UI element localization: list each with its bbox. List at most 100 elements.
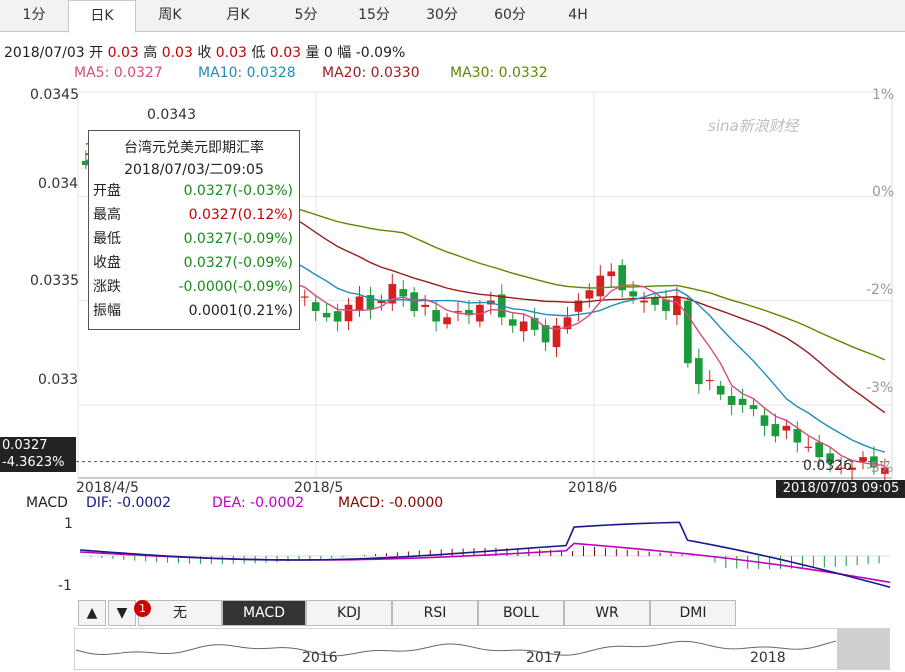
candle-body — [344, 304, 353, 322]
tooltip-row: 收盘 0.0327(-0.09%) — [89, 251, 299, 275]
candle-body — [300, 296, 309, 298]
tooltip-row-value: -0.0000(-0.09%) — [178, 279, 294, 295]
candle-body — [859, 457, 867, 462]
high-label: 高 — [143, 45, 158, 61]
tooltip-row-value: 0.0327(-0.03%) — [183, 183, 293, 199]
candle-body — [563, 317, 572, 330]
tooltip-row-value: 0.0001(0.21%) — [188, 303, 293, 319]
y-tick-label: 0.034 — [38, 176, 79, 192]
candle-body — [311, 302, 320, 312]
candle-body — [421, 304, 429, 308]
indicator-toolbar: ▲ ▼ 无 MACD KDJ RSI BOLL WR DMI — [78, 600, 736, 626]
range-navigator[interactable] — [74, 628, 890, 670]
candle-body — [727, 395, 736, 405]
pct-tick-label: -2% — [866, 282, 894, 298]
tab-period[interactable]: 30分 — [426, 7, 458, 23]
y-tick-label: 0.033 — [38, 372, 79, 388]
macd-chart — [79, 521, 891, 588]
tooltip-row: 最低 0.0327(-0.09%) — [89, 227, 299, 251]
indicator-kdj-button[interactable]: KDJ — [306, 600, 392, 626]
tab-period[interactable]: 月K — [226, 7, 250, 23]
candle-body — [651, 298, 659, 305]
candle-body — [377, 300, 386, 304]
open-value: 0.03 — [107, 45, 139, 61]
candle-body — [760, 415, 769, 426]
macd-value-legend: MACD: -0.0000 — [338, 495, 444, 511]
pct-tick-label: 0% — [872, 184, 895, 200]
dea-legend: DEA: -0.0002 — [212, 495, 305, 511]
candle-body — [618, 265, 627, 291]
scroll-down-button[interactable]: ▼ — [108, 600, 136, 626]
tab-period[interactable]: 60分 — [494, 7, 526, 23]
close-value: 0.03 — [215, 45, 247, 61]
period-tabs: 1分 日K 周K 月K 5分 15分 30分 60分 4H — [0, 0, 905, 33]
nav-year-label: 2017 — [526, 650, 562, 666]
indicator-none-button[interactable]: 无 — [138, 600, 222, 626]
tooltip-row: 振幅 0.0001(0.21%) — [89, 299, 299, 323]
candle-body — [388, 283, 397, 304]
x-tick-label: 2018/4/5 — [76, 480, 139, 496]
candle-body — [684, 300, 692, 364]
indicator-dmi-button[interactable]: DMI — [650, 600, 736, 626]
candle-body — [443, 317, 451, 325]
candle-body — [673, 296, 681, 316]
tab-period[interactable]: 1分 — [22, 7, 46, 23]
tooltip-row-label: 开盘 — [93, 183, 121, 199]
indicator-wr-button[interactable]: WR — [564, 600, 650, 626]
indicator-boll-button[interactable]: BOLL — [478, 600, 564, 626]
candle-body — [366, 295, 375, 309]
y-tick-label: 0.0335 — [30, 273, 79, 289]
x-tick-label: 2018/5 — [294, 480, 344, 496]
ohlc-tooltip: 台湾元兑美元即期汇率 2018/07/03/二09:05 开盘 0.0327(-0… — [88, 130, 300, 330]
volume-label: 量 — [305, 45, 320, 61]
tab-period[interactable]: 4H — [568, 7, 588, 23]
candle-body — [322, 312, 331, 318]
low-label: 低 — [251, 45, 266, 61]
low-annotation: 0.0326 — [803, 458, 852, 474]
pct-tick-label: -3% — [866, 380, 894, 396]
tooltip-title: 台湾元兑美元即期汇率 — [124, 140, 264, 156]
tooltip-row-label: 收盘 — [93, 255, 121, 271]
candle-body — [793, 429, 802, 443]
indicator-rsi-button[interactable]: RSI — [392, 600, 478, 626]
candle-body — [432, 310, 440, 322]
navigator-series — [75, 640, 837, 657]
current-datetime-tag: 2018/07/03 09:05 — [776, 480, 905, 498]
indicator-macd-button[interactable]: MACD — [222, 600, 306, 626]
tab-period[interactable]: 日K — [68, 0, 136, 33]
tooltip-row-value: 0.0327(0.12%) — [188, 207, 293, 223]
ma5-legend: MA5: 0.0327 — [74, 65, 163, 81]
candle-body — [716, 385, 725, 395]
candle-body — [749, 405, 758, 410]
candle-body — [771, 424, 780, 437]
macd-y-label: -1 — [58, 578, 72, 594]
dif-legend: DIF: -0.0002 — [86, 495, 172, 511]
candle-body — [552, 325, 561, 348]
tab-period[interactable]: 周K — [158, 7, 182, 23]
high-annotation: 0.0343 — [147, 107, 196, 123]
candle-body — [508, 319, 517, 326]
tab-period[interactable]: 5分 — [294, 7, 318, 23]
ma10-legend: MA10: 0.0328 — [198, 65, 296, 81]
candle-body — [355, 296, 364, 312]
dif-line — [79, 521, 891, 588]
candle-body — [694, 358, 703, 385]
candle-body — [530, 318, 539, 330]
tooltip-row-label: 振幅 — [93, 303, 121, 319]
low-value: 0.03 — [269, 45, 302, 61]
tooltip-row: 开盘 0.0327(-0.03%) — [89, 179, 299, 203]
open-label: 开 — [89, 45, 104, 61]
candle-body — [837, 467, 845, 469]
candle-body — [465, 309, 473, 316]
macd-label: MACD — [26, 495, 68, 511]
scroll-up-button[interactable]: ▲ — [78, 600, 106, 626]
tab-period[interactable]: 15分 — [358, 7, 390, 23]
tooltip-row: 最高 0.0327(0.12%) — [89, 203, 299, 227]
candle-body — [607, 271, 616, 277]
candle-body — [782, 425, 791, 431]
candle-body — [399, 289, 408, 297]
current-price: 0.0327 — [2, 438, 48, 453]
notification-badge: 1 — [134, 600, 151, 617]
tooltip-row: 涨跌 -0.0000(-0.09%) — [89, 275, 299, 299]
pct-tick-label: -5% — [866, 460, 894, 476]
